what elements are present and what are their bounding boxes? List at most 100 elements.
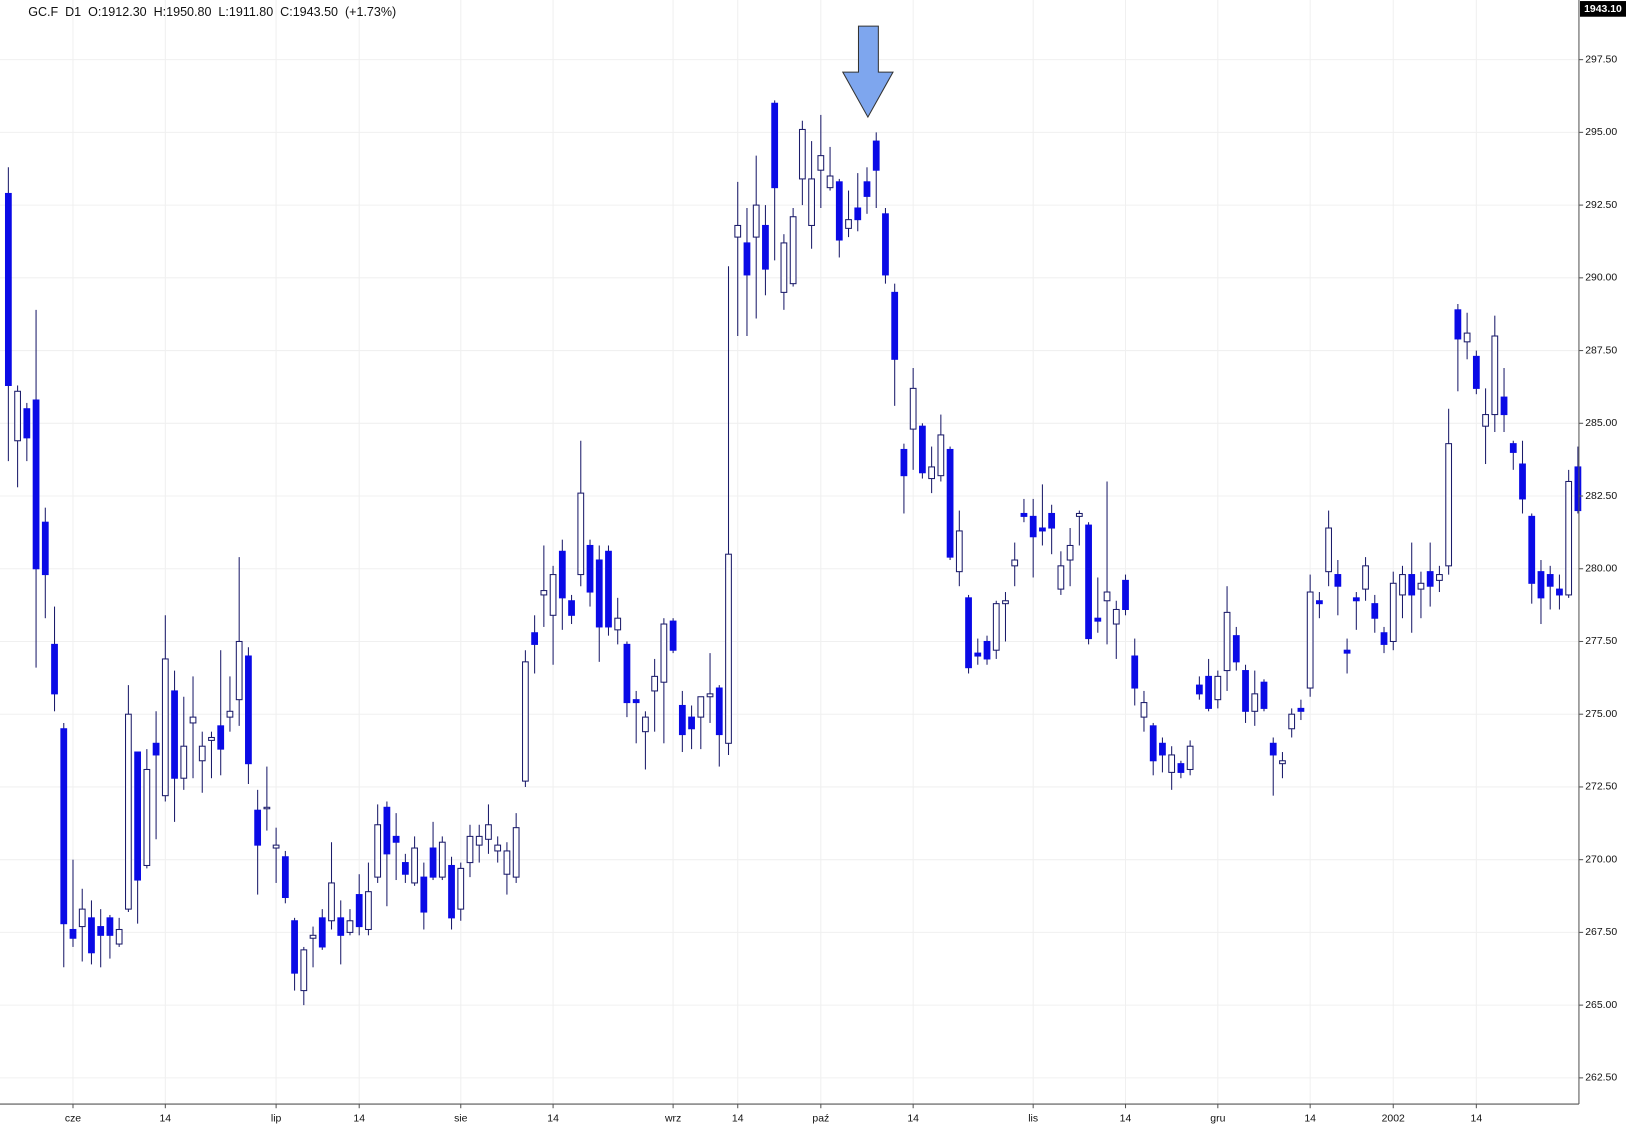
candle-body xyxy=(928,466,936,480)
candle-body xyxy=(558,550,566,599)
candle-body xyxy=(1112,608,1120,625)
candle-body xyxy=(817,155,825,171)
candle-body xyxy=(771,102,779,189)
candle-body xyxy=(457,867,465,910)
candle-body xyxy=(1205,675,1212,709)
candle-body xyxy=(1002,600,1009,605)
candle-body xyxy=(1472,355,1480,389)
candle-body xyxy=(217,725,225,750)
candle-body xyxy=(1509,443,1517,453)
y-tick-label: 280.00 xyxy=(1585,564,1617,575)
candle-body xyxy=(835,181,843,241)
x-tick-label: lis xyxy=(1028,1113,1038,1124)
candle-body xyxy=(97,926,105,936)
y-tick-label: 292.50 xyxy=(1585,200,1617,211)
candle-body xyxy=(992,603,1000,651)
candle-body xyxy=(226,710,234,718)
candle-body xyxy=(152,742,160,756)
candle-body xyxy=(1288,713,1296,730)
candle-body xyxy=(272,844,280,849)
candle-body xyxy=(522,661,529,782)
candle-body xyxy=(189,716,197,724)
x-tick-label: 14 xyxy=(907,1113,919,1124)
candle-body xyxy=(586,544,594,593)
candle-body xyxy=(845,219,852,229)
candle-body xyxy=(1140,702,1148,718)
candle-body xyxy=(1565,480,1573,596)
candle-body xyxy=(1325,527,1333,573)
candle-body xyxy=(798,128,806,180)
candle-body xyxy=(882,213,889,276)
candle-body xyxy=(198,745,206,762)
candle-body xyxy=(743,242,751,276)
candle-body xyxy=(669,620,677,651)
candle-body xyxy=(365,891,372,931)
candle-body xyxy=(41,521,49,576)
candle-body xyxy=(909,387,917,430)
candle-body xyxy=(660,623,668,683)
candle-body xyxy=(1279,760,1286,765)
candle-body xyxy=(51,643,58,695)
y-tick-label: 270.00 xyxy=(1585,854,1617,865)
x-tick-label: 14 xyxy=(160,1113,172,1124)
candle-body xyxy=(549,574,557,616)
candle-body xyxy=(1297,707,1305,712)
y-tick-label: 297.50 xyxy=(1585,54,1617,65)
candle-body xyxy=(1066,544,1074,561)
y-tick-label: 267.50 xyxy=(1585,927,1617,938)
candle-body xyxy=(540,590,548,596)
candle-body xyxy=(614,617,622,631)
candle-body xyxy=(1574,466,1582,512)
candle-body xyxy=(1269,742,1277,756)
candle-body xyxy=(1500,396,1508,416)
x-tick-label: 14 xyxy=(1120,1113,1132,1124)
x-tick-label: lip xyxy=(271,1113,282,1124)
candle-body xyxy=(1445,443,1453,567)
candle-body xyxy=(826,175,834,189)
candle-body xyxy=(106,917,114,936)
candle-body xyxy=(475,835,483,846)
candle-body xyxy=(1352,597,1360,602)
candle-body xyxy=(808,178,815,226)
candle-body xyxy=(863,181,871,197)
candle-body xyxy=(623,643,631,704)
candle-body xyxy=(429,847,437,878)
candle-body xyxy=(1168,754,1176,773)
x-tick-label: 2002 xyxy=(1382,1113,1405,1124)
candle-body xyxy=(1389,582,1397,643)
candle-body xyxy=(1094,617,1102,622)
candle-body xyxy=(23,408,31,439)
candle-body xyxy=(780,242,788,293)
candle-body xyxy=(1075,512,1083,517)
candle-body xyxy=(568,600,575,616)
candle-body xyxy=(4,192,12,386)
candle-body xyxy=(1232,635,1240,663)
candle-body xyxy=(235,640,243,701)
candle-body xyxy=(1528,515,1536,584)
candle-body xyxy=(1048,512,1056,529)
candle-body xyxy=(355,894,363,928)
candle-body xyxy=(752,204,760,238)
candles xyxy=(4,100,1582,1006)
candle-body xyxy=(762,224,769,270)
candle-body xyxy=(309,934,317,939)
candle-body xyxy=(965,597,972,669)
candle-body xyxy=(401,862,409,875)
candle-body xyxy=(171,690,178,779)
candle-body xyxy=(955,530,963,573)
candle-body xyxy=(346,920,354,933)
y-tick-label: 277.50 xyxy=(1585,636,1617,647)
candle-body xyxy=(1057,565,1065,590)
candle-body xyxy=(263,806,271,810)
x-tick-label: 14 xyxy=(353,1113,365,1124)
y-tick-label: 275.00 xyxy=(1585,709,1617,720)
candle-body xyxy=(1546,574,1554,587)
candle-body xyxy=(494,844,502,852)
candle-body xyxy=(632,699,640,704)
candle-body xyxy=(946,448,954,558)
candle-body xyxy=(725,553,732,744)
x-tick-label: 14 xyxy=(547,1113,559,1124)
candle-body xyxy=(688,716,695,730)
